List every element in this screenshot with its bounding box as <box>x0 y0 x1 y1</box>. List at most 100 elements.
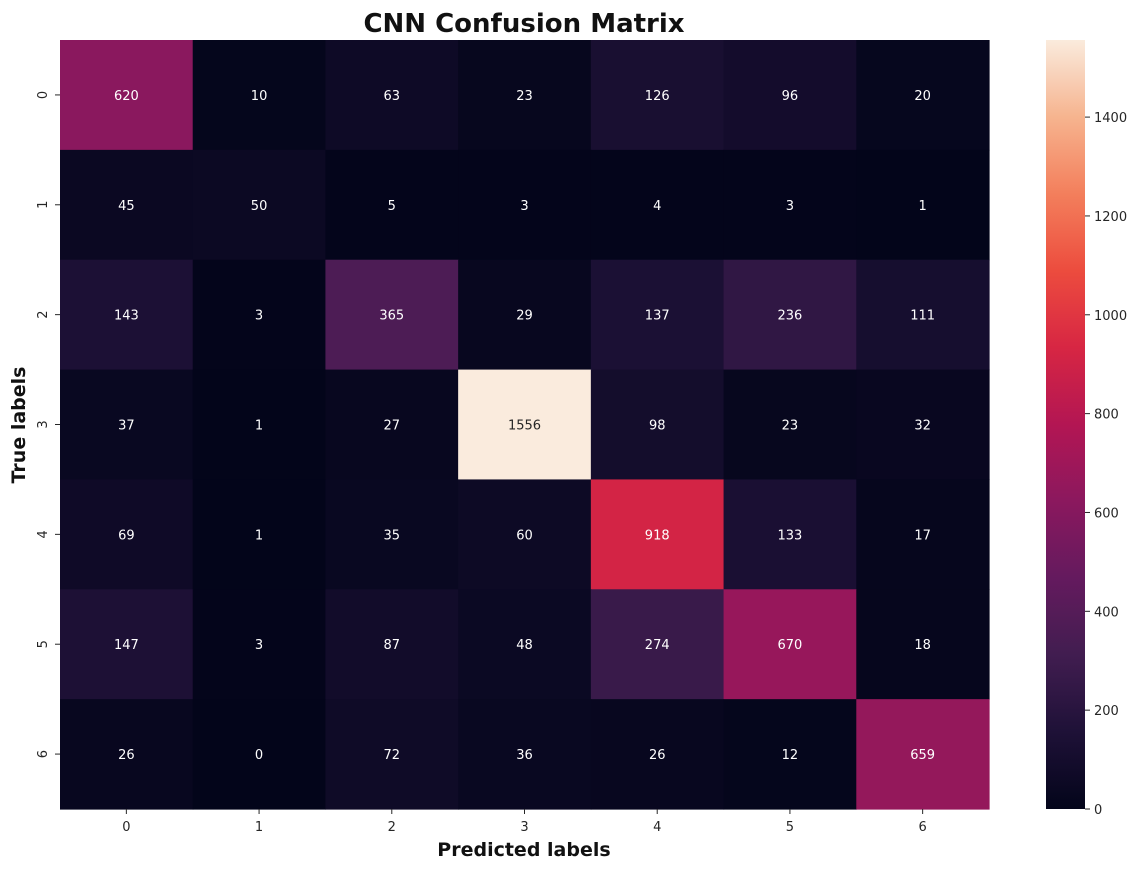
heatmap-cell <box>192 589 327 700</box>
cell-value-label: 27 <box>384 419 401 434</box>
x-tick-label: 6 <box>919 820 927 835</box>
heatmap-cell <box>60 699 194 810</box>
y-tick-label: 2 <box>36 311 51 319</box>
heatmap-cell <box>192 479 327 590</box>
chart-title: CNN Confusion Matrix <box>363 9 684 39</box>
heatmap-cell <box>723 259 857 371</box>
y-tick-label: 4 <box>36 530 51 538</box>
cell-value-label: 1556 <box>508 419 541 434</box>
cell-value-label: 26 <box>118 748 135 763</box>
heatmap-cell <box>723 369 857 481</box>
heatmap-cell <box>60 149 194 261</box>
heatmap-cell <box>723 699 857 810</box>
cell-value-label: 918 <box>645 528 670 543</box>
cell-value-label: 3 <box>786 199 794 214</box>
cell-value-label: 26 <box>649 748 666 763</box>
cell-value-label: 137 <box>645 309 670 324</box>
x-tick-label: 3 <box>520 820 528 835</box>
x-tick-label: 2 <box>388 820 396 835</box>
cell-value-label: 4 <box>653 199 661 214</box>
heatmap-cell <box>590 589 725 700</box>
cell-value-label: 126 <box>645 89 670 104</box>
cell-value-label: 36 <box>516 748 533 763</box>
heatmap-cell <box>458 149 592 261</box>
heatmap-cell <box>856 259 990 371</box>
colorbar-tick-label: 1400 <box>1094 111 1127 126</box>
cell-value-label: 670 <box>778 638 803 653</box>
heatmap-cell <box>856 589 990 700</box>
heatmap-cell <box>192 149 327 261</box>
heatmap-cell <box>458 479 592 590</box>
y-tick-label: 0 <box>36 91 51 99</box>
colorbar-tick-label: 1200 <box>1094 210 1127 225</box>
cell-value-label: 63 <box>384 89 401 104</box>
x-tick-label: 1 <box>255 820 263 835</box>
cell-value-label: 133 <box>778 528 803 543</box>
heatmap-cell <box>192 259 327 371</box>
cell-value-label: 1 <box>255 419 263 434</box>
colorbar-tick-label: 400 <box>1094 605 1119 620</box>
colorbar-tick-label: 0 <box>1094 803 1102 818</box>
heatmap-cell <box>590 40 725 151</box>
cell-value-label: 236 <box>778 309 803 324</box>
x-tick-label: 0 <box>122 820 130 835</box>
heatmap-cell <box>723 149 857 261</box>
heatmap-cell <box>325 40 459 151</box>
heatmap-cell <box>458 369 592 481</box>
heatmap-cell <box>192 369 327 481</box>
heatmap-cell <box>192 40 327 151</box>
heatmap-cell <box>458 589 592 700</box>
cell-value-label: 29 <box>516 309 533 324</box>
colorbar-tick-label: 200 <box>1094 704 1119 719</box>
heatmap-cell <box>60 40 194 151</box>
heatmap-cell <box>590 699 725 810</box>
heatmap-cell <box>590 149 725 261</box>
heatmap-cell <box>590 369 725 481</box>
colorbar-tick-label: 1000 <box>1094 309 1127 324</box>
cell-value-label: 5 <box>388 199 396 214</box>
heatmap-cell <box>590 259 725 371</box>
heatmap-cell <box>60 259 194 371</box>
y-tick-label: 1 <box>36 201 51 209</box>
heatmap-cell <box>458 699 592 810</box>
heatmap-cell <box>325 699 459 810</box>
heatmap-cell <box>325 259 459 371</box>
heatmap-cell <box>458 259 592 371</box>
cell-value-label: 20 <box>914 89 931 104</box>
cell-value-label: 37 <box>118 419 135 434</box>
colorbar-tick-label: 800 <box>1094 408 1119 423</box>
heatmap-cell <box>723 479 857 590</box>
heatmap-cell <box>192 699 327 810</box>
heatmap-cell <box>856 479 990 590</box>
heatmap-cell <box>325 149 459 261</box>
cell-value-label: 45 <box>118 199 135 214</box>
heatmap-cell <box>856 369 990 481</box>
cell-value-label: 147 <box>114 638 139 653</box>
x-axis-ticks: 0 1 2 3 4 5 6 <box>122 809 927 835</box>
y-tick-label: 5 <box>36 640 51 648</box>
cell-value-label: 274 <box>645 638 670 653</box>
heatmap-cell <box>60 369 194 481</box>
y-axis-ticks: 0 1 2 3 4 5 6 <box>36 91 60 758</box>
cell-value-label: 12 <box>782 748 799 763</box>
heatmap-cell <box>325 479 459 590</box>
cell-value-label: 0 <box>255 748 263 763</box>
cell-value-label: 32 <box>914 419 931 434</box>
heatmap-cell <box>856 149 990 261</box>
cell-value-label: 620 <box>114 89 139 104</box>
cell-value-label: 60 <box>516 528 533 543</box>
heatmap-cell <box>60 589 194 700</box>
cell-value-label: 17 <box>914 528 931 543</box>
cell-value-label: 98 <box>649 419 666 434</box>
y-tick-label: 3 <box>36 420 51 428</box>
heatmap-cell <box>325 589 459 700</box>
heatmap-cell <box>723 40 857 151</box>
cell-value-label: 143 <box>114 309 139 324</box>
cell-value-label: 23 <box>782 419 799 434</box>
heatmap-cell <box>856 699 990 810</box>
cell-value-label: 3 <box>520 199 528 214</box>
cell-value-label: 35 <box>384 528 401 543</box>
cell-value-label: 72 <box>384 748 401 763</box>
colorbar-tick-label: 600 <box>1094 506 1119 521</box>
